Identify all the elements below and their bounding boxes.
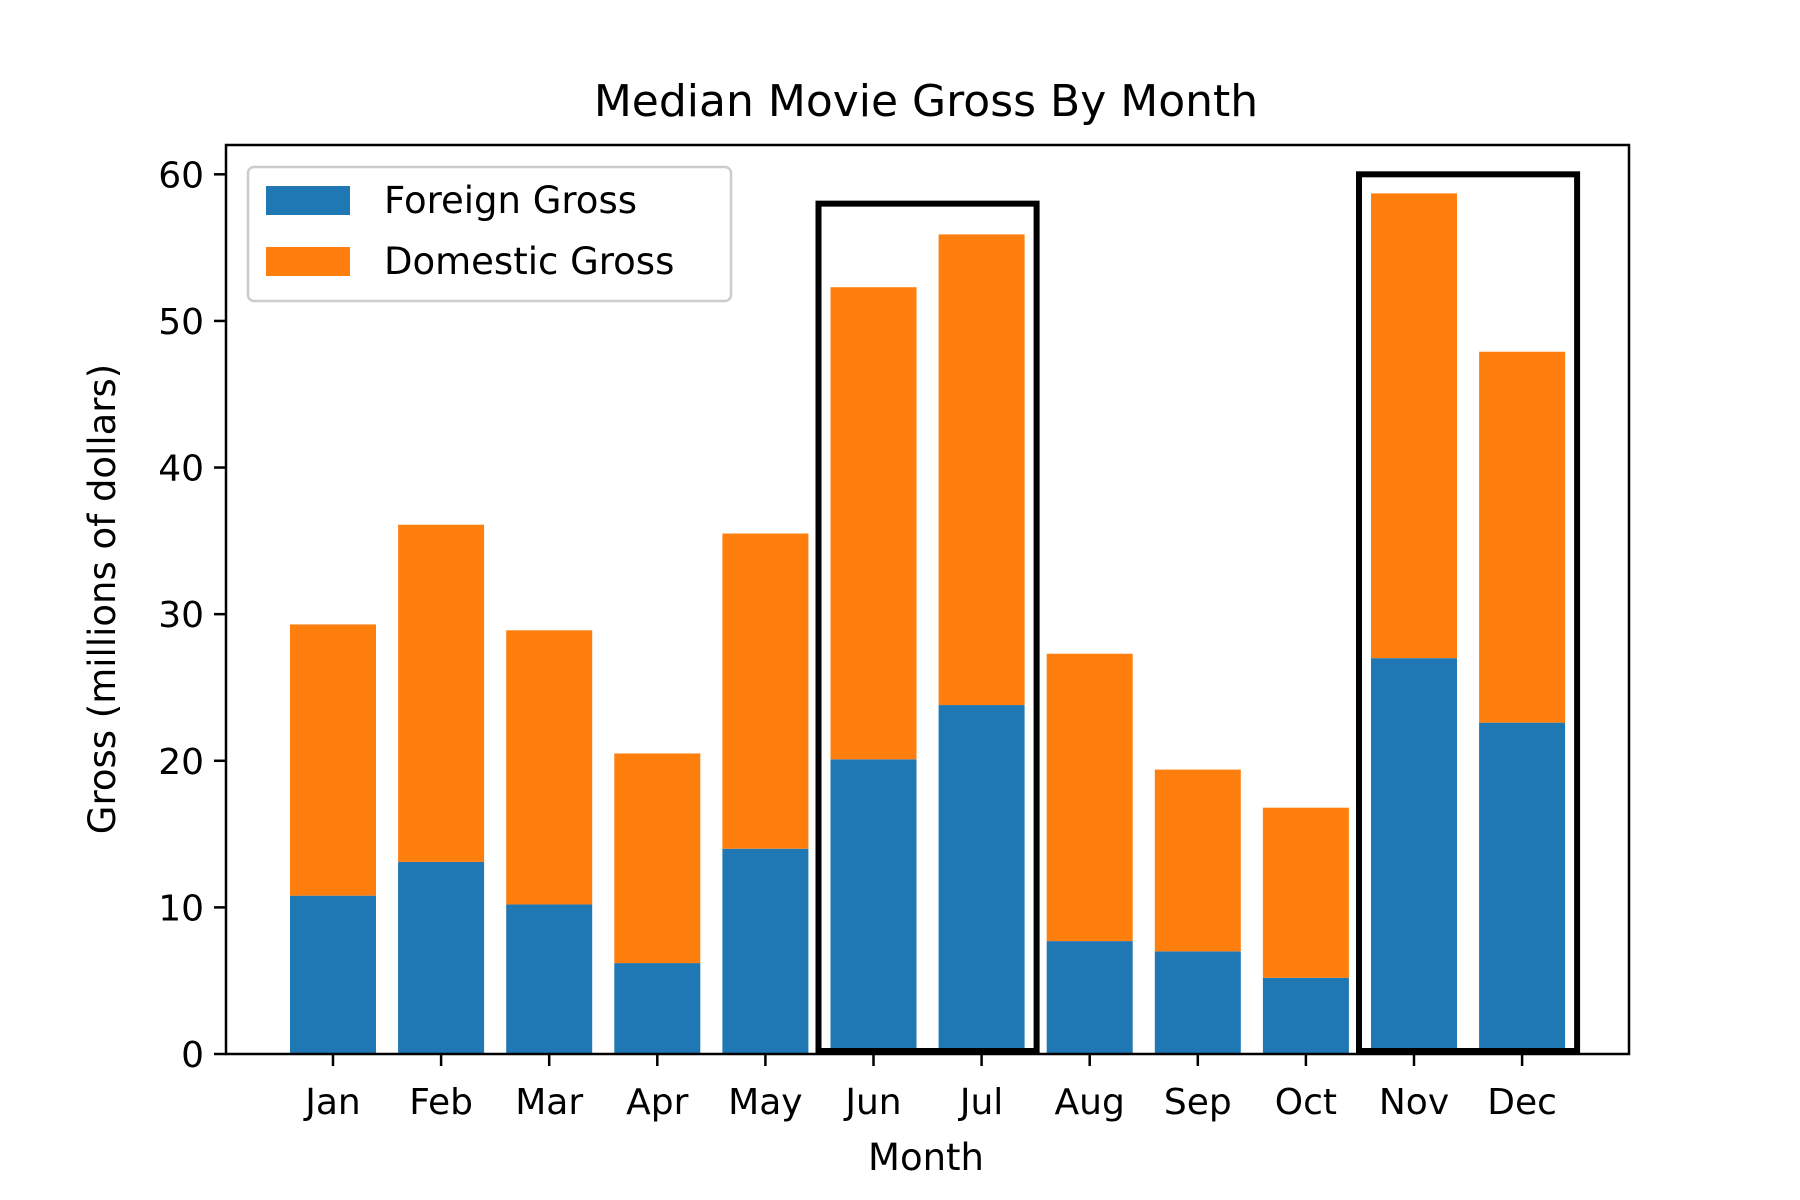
x-tick-label-aug: Aug (1055, 1082, 1125, 1123)
bar-foreign-feb (398, 861, 485, 1054)
highlight-box-1 (815, 200, 1040, 1055)
highlights-group (815, 171, 1581, 1055)
x-tick-label-jun: Jun (843, 1082, 901, 1123)
bar-foreign-oct (1262, 977, 1349, 1054)
x-tick-label-jan: Jan (303, 1082, 361, 1123)
bar-domestic-apr (614, 753, 701, 964)
bar-domestic-dec (1479, 351, 1566, 723)
plot-frame (224, 143, 1631, 1056)
bar-foreign-apr (614, 963, 701, 1054)
y-tick-label-0: 0 (181, 1035, 204, 1076)
bar-domestic-jul (938, 234, 1025, 706)
legend-swatch-foreign (266, 186, 350, 215)
x-axis: Jan Feb Mar Apr May Jun Jul Aug Sep Oct Nov Dec (303, 1054, 1557, 1123)
x-tick-label-may: May (728, 1082, 802, 1123)
legend-box (246, 165, 733, 303)
chart-title: Median Movie Gross By Month (594, 76, 1258, 127)
x-tick-label-mar: Mar (515, 1082, 583, 1123)
y-axis-label: Gross (millions of dollars) (81, 364, 124, 834)
legend-swatch-domestic (266, 247, 350, 276)
y-tick-label-30: 30 (158, 595, 204, 636)
y-tick-label-10: 10 (158, 888, 204, 929)
bar-foreign-jul (938, 705, 1025, 1054)
x-tick-label-feb: Feb (409, 1082, 473, 1123)
bar-foreign-nov (1371, 658, 1457, 1054)
x-tick-label-apr: Apr (626, 1082, 688, 1123)
bar-domestic-jan (290, 624, 376, 896)
x-axis-label: Month (868, 1136, 984, 1179)
bar-foreign-aug (1046, 941, 1133, 1054)
x-tick-label-nov: Nov (1379, 1082, 1449, 1123)
y-tick-label-40: 40 (158, 449, 204, 490)
y-axis: 0 10 20 30 40 50 60 (158, 155, 226, 1076)
bar-foreign-jun (830, 759, 917, 1054)
bar-domestic-oct (1262, 807, 1349, 978)
legend: Foreign Gross Domestic Gross (246, 165, 733, 303)
bar-domestic-jun (830, 287, 917, 760)
bar-domestic-sep (1154, 769, 1241, 952)
y-tick-label-50: 50 (158, 302, 204, 343)
x-tick-label-oct: Oct (1275, 1082, 1337, 1123)
x-tick-label-sep: Sep (1164, 1082, 1232, 1123)
y-tick-label-20: 20 (158, 742, 204, 783)
bar-domestic-aug (1046, 653, 1133, 942)
bar-domestic-nov (1371, 193, 1457, 659)
y-tick-label-60: 60 (158, 155, 204, 196)
x-tick-label-dec: Dec (1487, 1082, 1557, 1123)
legend-label-domestic: Domestic Gross (384, 240, 674, 283)
legend-label-foreign: Foreign Gross (384, 179, 637, 222)
bar-foreign-mar (506, 904, 593, 1054)
x-tick-label-jul: Jul (958, 1082, 1003, 1123)
bar-domestic-mar (506, 630, 593, 905)
bar-foreign-jan (290, 895, 376, 1054)
bar-foreign-dec (1479, 722, 1566, 1054)
bar-foreign-sep (1154, 951, 1241, 1054)
highlight-box-2 (1356, 171, 1581, 1055)
bar-domestic-feb (398, 524, 485, 862)
bars-group (290, 193, 1566, 1054)
bar-foreign-may (722, 848, 809, 1054)
bar-domestic-may (722, 533, 809, 849)
